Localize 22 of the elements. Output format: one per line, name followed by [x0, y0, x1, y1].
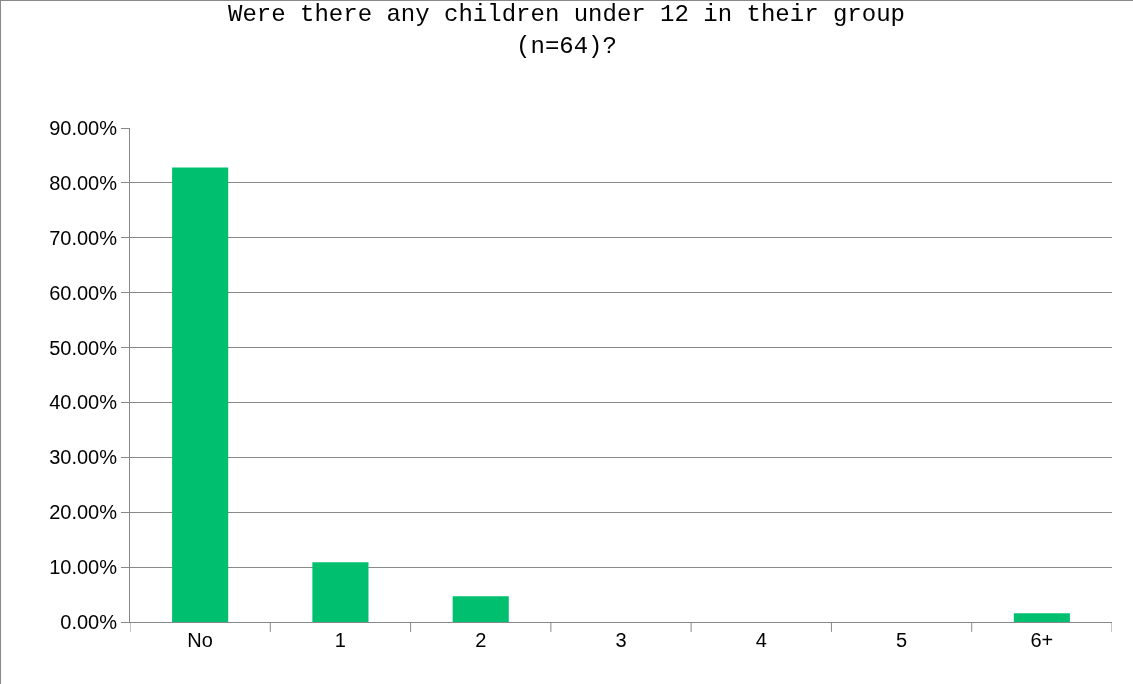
y-tick-label: 0.00%	[60, 611, 118, 633]
bar	[312, 562, 369, 622]
bar	[1013, 613, 1070, 622]
y-tick-label: 20.00%	[49, 501, 118, 524]
bar	[452, 596, 509, 622]
y-tick-label: 40.00%	[49, 391, 118, 414]
x-tick-label: 6+	[1030, 629, 1054, 651]
x-tick-label: 5	[896, 629, 908, 651]
x-tick-label: 4	[755, 629, 767, 651]
y-tick-label: 30.00%	[49, 446, 118, 469]
x-tick-label: 2	[475, 629, 487, 651]
x-tick-label: No	[187, 629, 213, 651]
y-tick-label: 90.00%	[49, 117, 118, 139]
y-tick-label: 70.00%	[49, 226, 118, 249]
chart-title: Were there any children under 12 in their group (n=64)?	[228, 1, 905, 60]
x-tick-label: 3	[615, 629, 627, 651]
y-tick-label: 80.00%	[49, 171, 118, 194]
y-tick-label: 60.00%	[49, 281, 118, 304]
bar	[172, 167, 229, 622]
x-tick-label: 1	[334, 629, 346, 651]
y-tick-label: 50.00%	[49, 336, 118, 359]
y-tick-label: 10.00%	[49, 556, 118, 579]
